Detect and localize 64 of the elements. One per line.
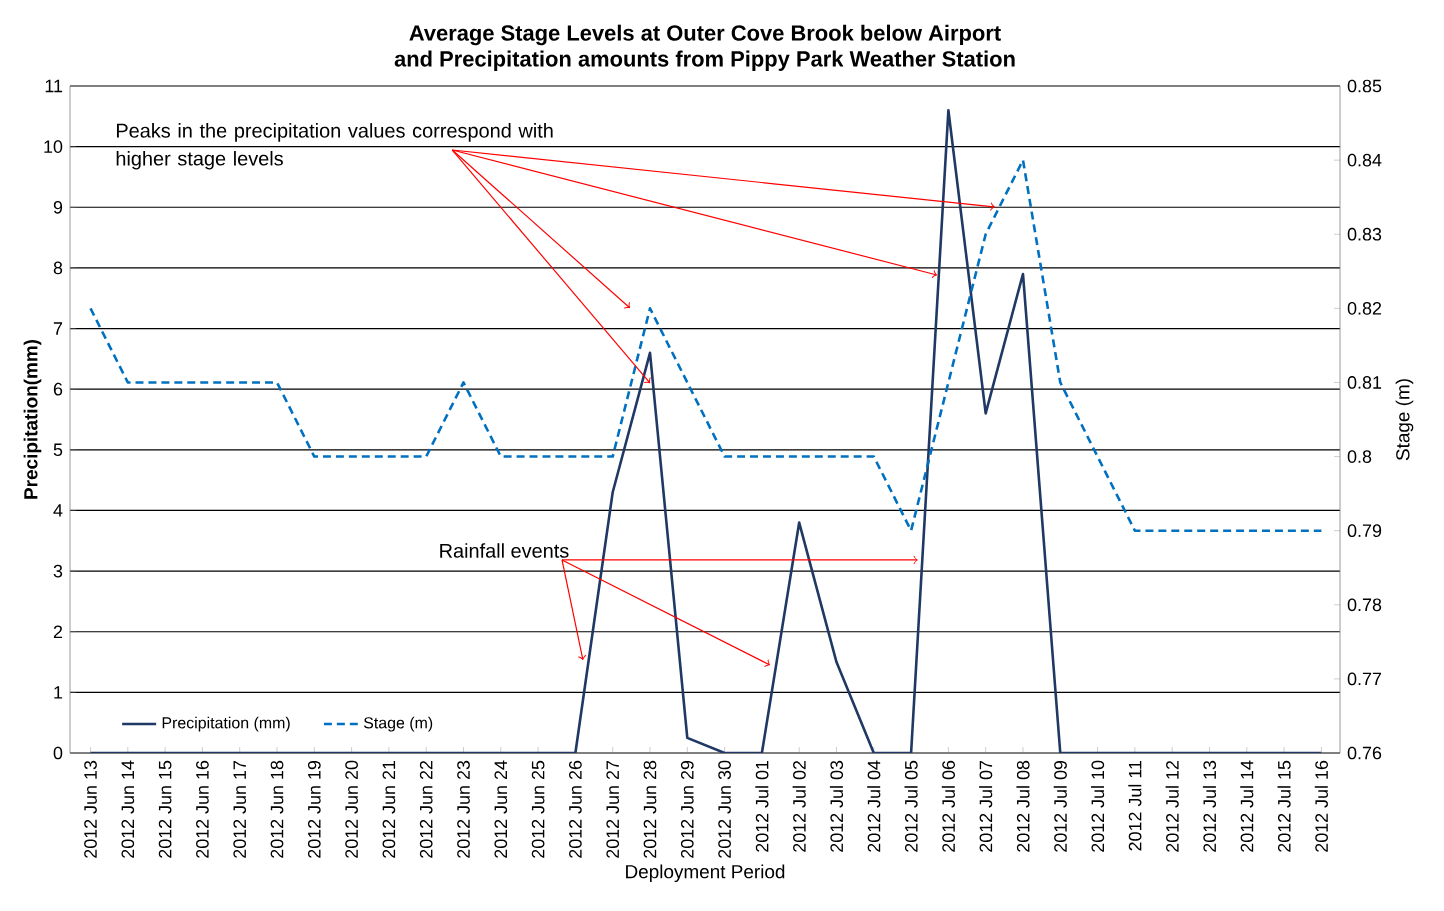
x-tick-label: 2012 Jun 15 [158, 760, 172, 858]
x-tick-label: 2012 Jun 25 [531, 760, 545, 858]
x-tick-label: 2012 Jun 27 [606, 760, 620, 858]
x-tick-label: 2012 Jul 12 [1165, 760, 1179, 852]
x-tick-label: 2012 Jun 18 [270, 760, 284, 858]
x-tick-label: 2012 Jun 20 [345, 760, 358, 858]
y-tick-label: 4 [53, 504, 63, 517]
x-tick-label: 2012 Jul 01 [755, 760, 769, 852]
y2-tick-label: 0.82 [1347, 301, 1382, 315]
x-tick-label: 2012 Jun 23 [457, 760, 470, 858]
x-tick-label: 2012 Jun 19 [307, 760, 321, 858]
y2-tick-label: 0.81 [1347, 376, 1382, 389]
y-tick-label: 1 [54, 686, 63, 699]
x-tick-label: 2012 Jul 16 [1314, 760, 1328, 852]
y-tick-label: 7 [53, 322, 63, 335]
x-tick-label: 2012 Jul 04 [867, 760, 881, 852]
y2-tick-label: 0.83 [1347, 227, 1382, 241]
x-tick-label: 2012 Jun 30 [718, 760, 731, 858]
x-tick-label: 2012 Jun 26 [569, 760, 582, 858]
x-tick-label: 2012 Jun 16 [196, 760, 209, 858]
x-tick-label: 2012 Jun 17 [233, 760, 247, 858]
x-tick-label: 2012 Jun 21 [382, 760, 396, 858]
legend-label: Stage (m) [363, 716, 433, 732]
y2-axis-title: Stage (m) [1395, 379, 1414, 461]
y-tick-label: 11 [45, 79, 63, 93]
x-tick-label: 2012 Jul 15 [1277, 760, 1291, 852]
x-tick-label: 2012 Jun 28 [643, 760, 657, 858]
x-tick-label: 2012 Jul 10 [1090, 760, 1105, 852]
x-tick-label: 2012 Jul 14 [1240, 760, 1254, 852]
x-tick-label: 2012 Jul 03 [829, 760, 844, 852]
x-tick-label: 2012 Jun 29 [680, 760, 694, 858]
x-axis-title: Deployment Period [626, 864, 785, 883]
x-tick-label: 2012 Jul 02 [792, 760, 806, 852]
x-tick-label: 2012 Jul 08 [1016, 760, 1030, 852]
y2-tick-label: 0.78 [1347, 598, 1382, 612]
y2-tick-label: 0.8 [1347, 450, 1372, 463]
y-tick-label: 2 [53, 625, 63, 638]
x-tick-label: 2012 Jul 11 [1128, 760, 1142, 851]
y-tick-label: 6 [53, 382, 63, 396]
y-tick-label: 5 [53, 443, 63, 457]
y2-tick-label: 0.84 [1347, 153, 1382, 167]
x-tick-label: 2012 Jul 13 [1202, 760, 1217, 852]
y-tick-label: 8 [53, 261, 63, 275]
annotation: Rainfall events [440, 543, 569, 558]
y-axis-title: Precipitation(mm) [23, 339, 42, 499]
y2-tick-label: 0.76 [1347, 746, 1382, 760]
x-tick-label: 2012 Jul 06 [941, 760, 955, 852]
x-tick-label: 2012 Jul 07 [979, 760, 993, 852]
y2-tick-label: 0.85 [1347, 79, 1382, 93]
x-tick-label: 2012 Jul 09 [1053, 760, 1067, 852]
x-tick-label: 2012 Jun 22 [419, 760, 433, 858]
x-tick-label: 2012 Jul 05 [904, 760, 918, 852]
y-tick-label: 10 [44, 140, 63, 153]
x-tick-label: 2012 Jun 13 [84, 760, 97, 858]
y2-tick-label: 0.77 [1347, 672, 1382, 686]
chart-title: Average Stage Levels at Outer Cove Brook below Airport and Precipitation amounts from Pippy Park Weather Station [394, 24, 1015, 71]
y-tick-label: 0 [53, 746, 63, 760]
x-tick-label: 2012 Jun 14 [121, 760, 135, 858]
y-tick-label: 9 [53, 200, 63, 214]
annotation: Peaks in the precipitation values correspond with higher stage levels [116, 123, 553, 170]
legend-label: Precipitation (mm) [162, 716, 290, 732]
x-tick-label: 2012 Jun 24 [494, 760, 508, 858]
y-tick-label: 3 [53, 564, 63, 578]
y2-tick-label: 0.79 [1347, 524, 1382, 538]
